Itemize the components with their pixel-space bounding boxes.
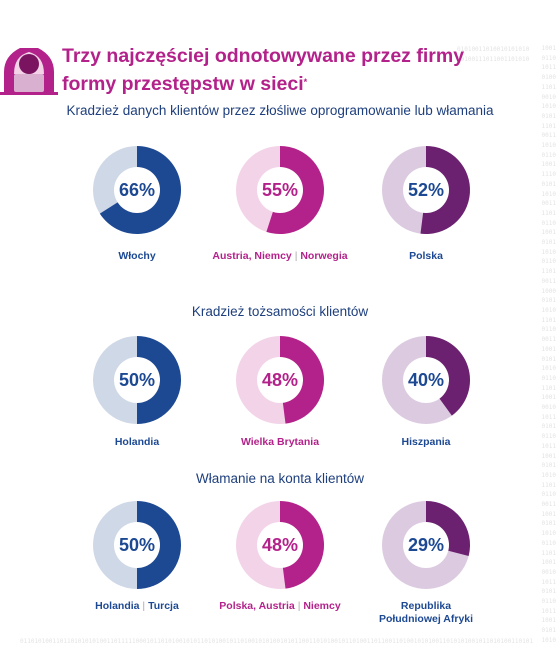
donut-category-label: Polska bbox=[351, 250, 501, 263]
donut-category-label: Włochy bbox=[62, 250, 212, 263]
donut-category-label: Hiszpania bbox=[351, 436, 501, 449]
donut-hole bbox=[403, 522, 449, 568]
donut-1-2: 55% bbox=[230, 140, 330, 240]
category-part: Norwegia bbox=[300, 250, 348, 262]
category-part: Polska bbox=[409, 250, 443, 262]
category-part: Holandia bbox=[95, 600, 140, 612]
donut-hole bbox=[114, 522, 160, 568]
donut-category-label: Wielka Brytania bbox=[205, 436, 355, 449]
category-separator: | bbox=[294, 600, 304, 612]
binary-decor-bottom: 0110101001101101010101001101111100010110… bbox=[20, 638, 533, 645]
donut-svg bbox=[382, 501, 470, 589]
donut-category-label: Polska, Austria | Niemcy bbox=[205, 600, 355, 613]
donut-value-label: 50% bbox=[118, 369, 156, 390]
donut-value-label: 48% bbox=[261, 534, 299, 555]
donut-svg bbox=[93, 501, 181, 589]
donut-value-label: 55% bbox=[261, 179, 299, 200]
donut-value-label: 52% bbox=[407, 179, 445, 200]
category-separator: , bbox=[248, 250, 255, 262]
donut-svg bbox=[382, 146, 470, 234]
donut-hole bbox=[403, 357, 449, 403]
donut-hole bbox=[114, 357, 160, 403]
donut-category-label: Austria, Niemcy | Norwegia bbox=[205, 250, 355, 263]
category-part: Niemcy bbox=[254, 250, 292, 262]
binary-decor-top-2: 10100111011001101010 bbox=[457, 56, 530, 63]
category-part: Południowej Afryki bbox=[378, 613, 474, 625]
donut-3-3: 29% bbox=[376, 495, 476, 595]
title-line-2: formy przestępstw w sieci* bbox=[62, 73, 308, 95]
section-title-1: Kradzież danych klientów przez złośliwe … bbox=[66, 103, 494, 118]
donut-value-label: 66% bbox=[118, 179, 156, 200]
category-separator: , bbox=[253, 600, 259, 612]
donut-hole bbox=[114, 167, 160, 213]
category-separator: | bbox=[291, 250, 301, 262]
donut-value-label: 50% bbox=[118, 534, 156, 555]
category-part: Austria bbox=[212, 250, 249, 262]
donut-svg bbox=[236, 501, 324, 589]
binary-decor-top: 01010011010010101010 bbox=[457, 46, 530, 53]
donut-3-2: 48% bbox=[230, 495, 330, 595]
donut-hole bbox=[257, 522, 303, 568]
donut-svg bbox=[236, 336, 324, 424]
page-title: Trzy najczęściej odnotowywane przez firm… bbox=[62, 42, 464, 98]
category-separator: | bbox=[139, 600, 149, 612]
category-part: Holandia bbox=[114, 436, 160, 448]
donut-value-label: 48% bbox=[261, 369, 299, 390]
donut-hole bbox=[403, 167, 449, 213]
donut-svg bbox=[93, 336, 181, 424]
donut-1-1: 66% bbox=[87, 140, 187, 240]
donut-value-label: 40% bbox=[407, 369, 445, 390]
donut-1-3: 52% bbox=[376, 140, 476, 240]
donut-svg bbox=[93, 146, 181, 234]
donut-svg bbox=[236, 146, 324, 234]
donut-2-2: 48% bbox=[230, 330, 330, 430]
category-part: Polska bbox=[219, 600, 254, 612]
section-title-3: Włamanie na konta klientów bbox=[195, 471, 365, 486]
donut-2-3: 40% bbox=[376, 330, 476, 430]
category-part: Turcja bbox=[148, 600, 179, 612]
title-footnote-mark: * bbox=[303, 77, 308, 87]
title-line-1: Trzy najczęściej odnotowywane przez firm… bbox=[62, 45, 465, 67]
section-title-2: Kradzież tożsamości klientów bbox=[191, 304, 369, 319]
donut-category-label: Holandia | Turcja bbox=[62, 600, 212, 613]
category-part: Hiszpania bbox=[401, 436, 451, 448]
donut-2-1: 50% bbox=[87, 330, 187, 430]
donut-svg bbox=[382, 336, 470, 424]
donut-value-label: 29% bbox=[407, 534, 445, 555]
binary-decor-column: 1001 0110 1011 0100 1101 0010 1010 0101 … bbox=[541, 45, 556, 644]
category-part: Austria bbox=[258, 600, 295, 612]
donut-category-label: Holandia bbox=[62, 436, 212, 449]
category-part: Niemcy bbox=[303, 600, 341, 612]
hacker-icon bbox=[0, 48, 58, 95]
donut-3-1: 50% bbox=[87, 495, 187, 595]
category-part: Włochy bbox=[118, 250, 156, 262]
donut-hole bbox=[257, 167, 303, 213]
donut-category-label: Republika Południowej Afryki bbox=[351, 600, 501, 626]
category-part: Wielka Brytania bbox=[240, 436, 320, 448]
donut-hole bbox=[257, 357, 303, 403]
category-part: Republika bbox=[400, 600, 452, 612]
